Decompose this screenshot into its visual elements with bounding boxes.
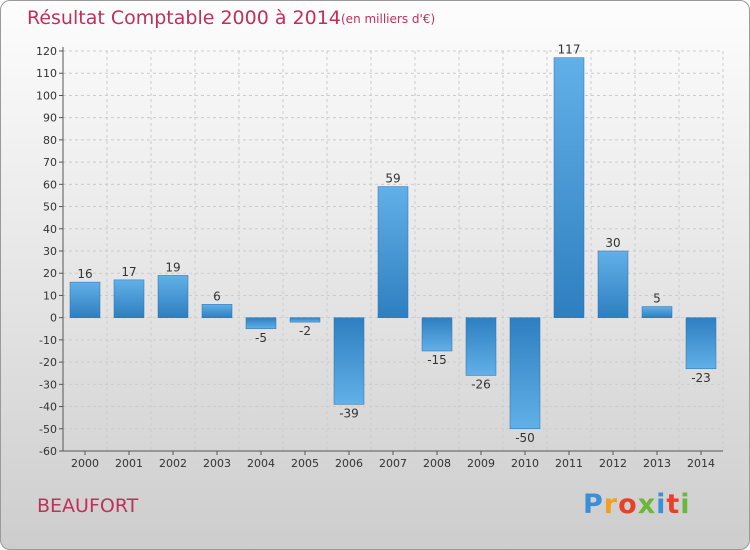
x-tick-label: 2006 (335, 457, 363, 470)
bar-2010 (509, 317, 541, 430)
x-tick-label: 2011 (555, 457, 583, 470)
y-tick-label: 20 (43, 267, 57, 280)
logo-letter: t (666, 489, 681, 520)
commune-name: BEAUFORT (37, 495, 139, 517)
x-tick-label: 2014 (687, 457, 715, 470)
bar-2014 (685, 317, 717, 370)
data-label: -50 (515, 431, 535, 445)
data-label: -2 (299, 324, 311, 338)
data-label: 6 (213, 289, 221, 303)
y-tick-label: 40 (43, 223, 57, 236)
bar-2004 (245, 317, 277, 330)
x-tick-label: 2012 (599, 457, 627, 470)
chart-subtitle: (en milliers d'€) (341, 12, 436, 26)
x-tick-label: 2004 (247, 457, 275, 470)
y-tick-label: 30 (43, 245, 57, 258)
y-tick-label: -40 (39, 401, 57, 414)
bar-2012 (597, 250, 629, 318)
data-label: 17 (121, 265, 136, 279)
logo-letter: i (680, 489, 691, 520)
logo-letter: x (637, 489, 657, 520)
x-tick-label: 2003 (203, 457, 231, 470)
y-tick-label: 50 (43, 201, 57, 214)
y-tick-label: -60 (39, 445, 57, 458)
data-label: 16 (77, 267, 92, 281)
x-tick-label: 2002 (159, 457, 187, 470)
y-tick-label: 80 (43, 134, 57, 147)
x-tick-label: 2009 (467, 457, 495, 470)
data-label: -15 (427, 353, 447, 367)
logo-letter: r (603, 489, 619, 520)
bar-2013 (641, 306, 673, 318)
data-label: -23 (691, 371, 711, 385)
y-tick-label: -30 (39, 378, 57, 391)
y-tick-label: 110 (36, 67, 57, 80)
data-label: -26 (471, 377, 491, 391)
logo-letter: o (618, 489, 638, 520)
x-tick-label: 2005 (291, 457, 319, 470)
data-label: 5 (653, 292, 661, 306)
bar-2005 (289, 317, 321, 323)
data-label: 30 (605, 236, 620, 250)
logo-letter: i (656, 489, 667, 520)
bar-2007 (377, 186, 409, 318)
x-tick-label: 2007 (379, 457, 407, 470)
chart-title: Résultat Comptable 2000 à 2014 (27, 7, 341, 29)
data-label: -5 (255, 331, 267, 345)
data-label: 19 (165, 260, 180, 274)
data-label: 117 (558, 43, 581, 57)
x-tick-label: 2013 (643, 457, 671, 470)
bar-2011 (553, 57, 585, 318)
bar-2001 (113, 279, 145, 318)
bar-2006 (333, 317, 365, 405)
proxiti-logo: Proxiti (583, 489, 691, 520)
bar-2000 (69, 281, 101, 318)
data-label: 59 (385, 172, 400, 186)
data-label: -39 (339, 406, 359, 420)
y-tick-label: 90 (43, 112, 57, 125)
y-tick-label: 100 (36, 89, 57, 102)
x-tick-label: 2010 (511, 457, 539, 470)
x-tick-label: 2001 (115, 457, 143, 470)
bar-2003 (201, 304, 233, 318)
bar-2009 (465, 317, 497, 376)
bar-2002 (157, 275, 189, 318)
y-tick-label: 0 (50, 312, 57, 325)
y-tick-label: 10 (43, 289, 57, 302)
bar-2008 (421, 317, 453, 352)
y-tick-label: 60 (43, 178, 57, 191)
y-tick-label: 120 (36, 45, 57, 58)
y-tick-label: -50 (39, 423, 57, 436)
logo-letter: P (583, 489, 604, 520)
x-tick-label: 2008 (423, 457, 451, 470)
y-tick-label: -20 (39, 356, 57, 369)
x-tick-label: 2000 (71, 457, 99, 470)
y-tick-label: 70 (43, 156, 57, 169)
y-tick-label: -10 (39, 334, 57, 347)
